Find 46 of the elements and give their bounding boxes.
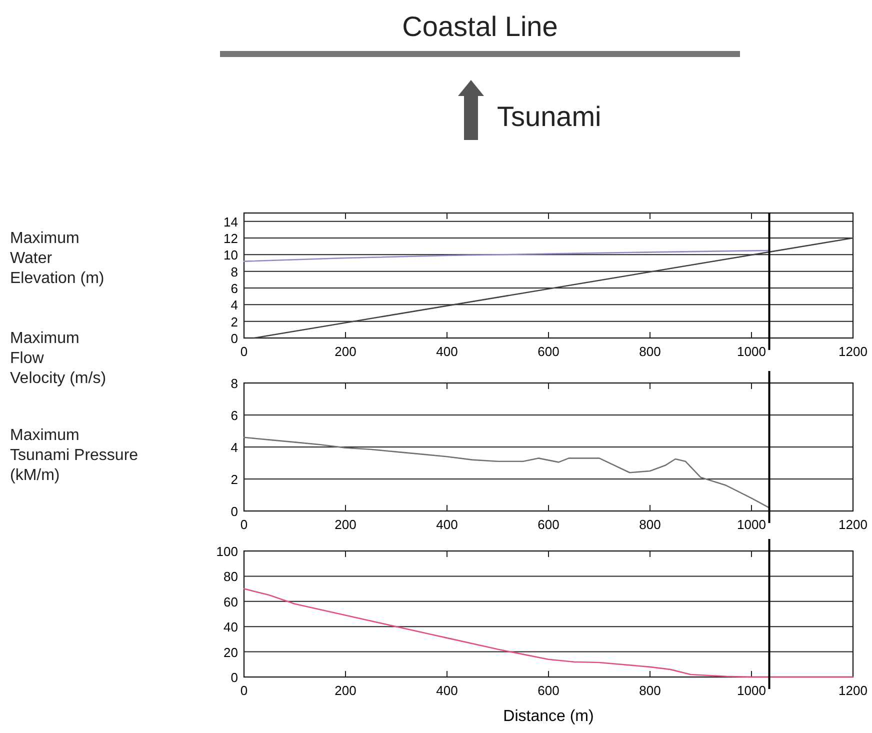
x-tick-label: 600: [538, 683, 560, 698]
text: Tsunami: [497, 101, 602, 132]
y-tick-label: 20: [224, 644, 238, 660]
y-tick-label: 12: [224, 231, 238, 246]
x-tick-label: 1000: [737, 517, 766, 532]
x-tick-label: 400: [436, 683, 458, 698]
x-tick-label: 1200: [838, 344, 868, 359]
y-tick-label: 0: [230, 670, 238, 685]
y-tick-label: 14: [224, 214, 238, 230]
x-tick-label: 600: [538, 517, 560, 532]
x-tick-label: 200: [334, 683, 356, 698]
y-tick-label: 6: [230, 281, 238, 296]
x-tick-label: 0: [240, 344, 248, 359]
y-axis-title: Maximum Flow Velocity (m/s): [10, 330, 106, 387]
x-tick-label: 800: [639, 683, 661, 698]
x-tick-label: 0: [240, 517, 248, 532]
x-tick-label: 800: [639, 517, 661, 532]
x-tick-label: 800: [639, 344, 661, 359]
x-tick-label: 200: [334, 517, 356, 532]
y-tick-label: 10: [224, 248, 238, 263]
x-tick-label: 1200: [838, 683, 868, 698]
y-tick-label: 2: [230, 314, 238, 330]
text: Coastal Line: [402, 11, 558, 42]
y-tick-label: 8: [230, 376, 238, 391]
y-tick-label: 0: [230, 504, 238, 519]
x-tick-label: 1000: [737, 344, 766, 359]
y-tick-label: 8: [230, 264, 238, 280]
x-tick-label: 0: [240, 683, 248, 698]
y-axis-title: Maximum Tsunami Pressure (kM/m): [10, 427, 138, 484]
y-tick-label: 60: [224, 594, 238, 610]
x-tick-label: 400: [436, 344, 458, 359]
x-tick-label: 600: [538, 344, 560, 359]
y-tick-label: 0: [230, 331, 238, 346]
x-tick-label: 1000: [737, 683, 766, 698]
y-tick-label: 4: [230, 440, 238, 455]
y-tick-label: 40: [224, 620, 238, 635]
y-axis-title: Maximum Water Elevation (m): [10, 230, 104, 287]
y-tick-label: 80: [224, 569, 238, 584]
y-tick-label: 100: [216, 544, 238, 559]
x-axis-title: Distance (m): [503, 708, 594, 725]
x-tick-label: 1200: [838, 517, 868, 532]
x-tick-label: 400: [436, 517, 458, 532]
x-tick-label: 200: [334, 344, 356, 359]
y-tick-label: 2: [230, 472, 238, 487]
y-tick-label: 4: [230, 298, 238, 313]
y-tick-label: 6: [230, 408, 238, 423]
